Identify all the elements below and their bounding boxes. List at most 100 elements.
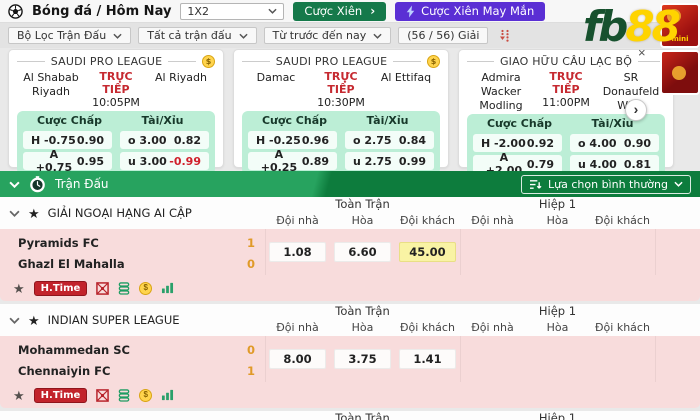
handicap-odds-button[interactable]: H -0.75 0.90 — [23, 131, 112, 149]
group-full-time: Toàn Trận — [335, 197, 390, 211]
lucky-parlay-button[interactable]: Cược Xiên May Mắn — [395, 1, 546, 21]
all-matches-dropdown[interactable]: Tất cả trận đấu — [138, 27, 257, 44]
group-full-time: Toàn Trận — [335, 411, 390, 420]
col-away: Đội khách — [400, 213, 455, 227]
time-range-dropdown[interactable]: Từ trước đến nay — [263, 27, 392, 44]
match-filter-dropdown[interactable]: Bộ Lọc Trận Đấu — [8, 27, 132, 44]
markets-grid-icon[interactable] — [96, 281, 110, 295]
live-match-card: SAUDI PRO LEAGUE $ Damac TRỰC TIẾP 10:30… — [233, 49, 449, 175]
divider — [265, 336, 266, 382]
half-time-badge[interactable]: H.Time — [33, 280, 88, 296]
over-odds-button[interactable]: o 3.00 0.82 — [120, 131, 209, 149]
col-home: Đội nhà — [471, 320, 514, 334]
promo-thumbnail[interactable] — [660, 50, 700, 95]
over-odds-button[interactable]: o 4.00 0.90 — [570, 134, 659, 153]
close-icon[interactable]: × — [638, 45, 646, 60]
league-header: ★ GIẢI NGOẠI HẠNG AI CẬP Toàn Trận Hiệp … — [0, 197, 700, 229]
away-team-name: Al Riyadh — [155, 71, 207, 84]
top-toolbar: Bóng đá / Hôm Nay 1X2 Cược Xiên › Cược X… — [0, 0, 700, 23]
chevron-down-icon[interactable] — [9, 181, 20, 188]
stacked-coins-icon[interactable] — [118, 388, 130, 402]
col-draw: Hòa — [546, 213, 569, 227]
home-team-name: Pyramids FC — [18, 235, 99, 250]
carousel-next-button[interactable]: › — [625, 99, 647, 121]
over-odds-button[interactable]: o 2.75 0.84 — [345, 131, 434, 149]
favorite-star-icon[interactable]: ★ — [28, 205, 40, 221]
handicap-header: Cược Chấp — [36, 114, 102, 127]
odds-x-button[interactable]: 6.60 — [334, 242, 391, 262]
divider — [265, 229, 266, 275]
odds-table: ★ GIẢI NGOẠI HẠNG AI CẬP Toàn Trận Hiệp … — [0, 197, 700, 420]
match-row: Mohammedan SC 0 Chennaiyin FC 1 8.00 3.7… — [0, 336, 700, 408]
promo-thumbnail[interactable]: mini — [660, 3, 700, 48]
odds-1-button[interactable]: 8.00 — [269, 349, 326, 369]
odds-2-button[interactable]: 1.41 — [399, 349, 456, 369]
soccer-ball-icon — [8, 3, 23, 19]
under-odds-button[interactable]: u 4.00 0.81 — [570, 155, 659, 174]
promo-widget: mini — [660, 3, 700, 95]
odds-x-button[interactable]: 3.75 — [334, 349, 391, 369]
view-mode-select[interactable]: Lựa chọn bình thường — [521, 174, 691, 194]
match-row: Pyramids FC 1 Ghazl El Mahalla 0 1.08 6.… — [0, 229, 700, 301]
divider — [655, 336, 656, 382]
home-score: 1 — [246, 235, 255, 250]
section-title: Trận Đấu — [55, 177, 109, 191]
stats-bar-chart-icon[interactable] — [161, 389, 174, 401]
favorite-star-icon[interactable]: ★ — [13, 280, 25, 296]
handicap-odds-button[interactable]: H -0.25 0.96 — [248, 131, 337, 149]
divider — [655, 229, 656, 275]
fb88-logo: fb88 — [583, 2, 681, 51]
sort-leagues-button[interactable] — [495, 28, 514, 43]
card-odds-panel: Cược Chấp Tài/Xỉu H -0.25 0.96 o 2.75 0.… — [242, 111, 440, 175]
odds-1-button[interactable]: 1.08 — [269, 242, 326, 262]
bet-type-select[interactable]: 1X2 — [180, 2, 285, 20]
coin-icon[interactable]: $ — [139, 281, 153, 295]
bet-type-value: 1X2 — [187, 4, 209, 18]
live-status: TRỰC TIẾP — [99, 70, 133, 96]
favorite-star-icon[interactable]: ★ — [13, 387, 25, 403]
coin-icon[interactable]: $ — [139, 388, 153, 402]
sort-icon — [497, 28, 512, 43]
away-score: 0 — [246, 256, 255, 271]
promo-decor — [667, 9, 681, 23]
live-cards-carousel: SAUDI PRO LEAGUE $ Al Shabab Riyadh TRỰC… — [0, 49, 700, 179]
handicap-odds-button[interactable]: A +0.25 0.89 — [248, 148, 337, 174]
card-odds-panel: Cược Chấp Tài/Xỉu H -2.00 0.92 o 4.00 0.… — [467, 114, 665, 179]
sport-breadcrumb: Bóng đá / Hôm Nay — [32, 3, 172, 19]
league-name: INDIAN SUPER LEAGUE — [47, 313, 180, 327]
handicap-odds-button[interactable]: A +0.75 0.95 — [23, 148, 112, 174]
parlay-button[interactable]: Cược Xiên › — [293, 1, 387, 21]
chevron-down-icon[interactable] — [9, 210, 20, 217]
divider — [168, 61, 197, 62]
markets-grid-icon[interactable] — [96, 388, 110, 402]
stacked-coins-icon[interactable] — [118, 281, 130, 295]
chevron-down-icon[interactable] — [9, 317, 20, 324]
handicap-odds-button[interactable]: H -2.00 0.92 — [473, 134, 562, 153]
filter-bar: Bộ Lọc Trận Đấu Tất cả trận đấu Từ trước… — [0, 23, 700, 48]
over-under-header: Tài/Xỉu — [591, 117, 634, 131]
divider — [242, 61, 270, 62]
col-home: Đội nhà — [471, 213, 514, 227]
divider — [17, 61, 45, 62]
half-time-badge[interactable]: H.Time — [33, 387, 88, 403]
league-count-button[interactable]: (56 / 56) Giải — [398, 27, 489, 44]
card-league-name: SAUDI PRO LEAGUE — [50, 55, 163, 68]
col-away: Đội khách — [595, 320, 650, 334]
favorite-star-icon[interactable]: ★ — [28, 312, 40, 328]
home-team-name: Admira Wacker Modling — [479, 71, 523, 112]
under-odds-button[interactable]: u 2.75 0.99 — [345, 152, 434, 170]
live-status: TRỰC TIẾP — [549, 70, 583, 96]
league-header: ★ Toàn Trận Hiệp 1 — [0, 411, 700, 420]
group-first-half: Hiệp 1 — [538, 197, 577, 211]
under-odds-button[interactable]: u 3.00 -0.99 — [120, 152, 209, 170]
col-away: Đội khách — [595, 213, 650, 227]
group-first-half: Hiệp 1 — [538, 411, 577, 420]
stats-bar-chart-icon[interactable] — [161, 282, 174, 294]
col-home: Đội nhà — [276, 213, 319, 227]
group-full-time: Toàn Trận — [335, 304, 390, 318]
match-time: 10:05PM — [92, 96, 140, 109]
coin-icon: $ — [427, 55, 441, 68]
away-team-name: Al Ettifaq — [380, 71, 432, 84]
odds-2-button[interactable]: 45.00 — [399, 242, 456, 262]
